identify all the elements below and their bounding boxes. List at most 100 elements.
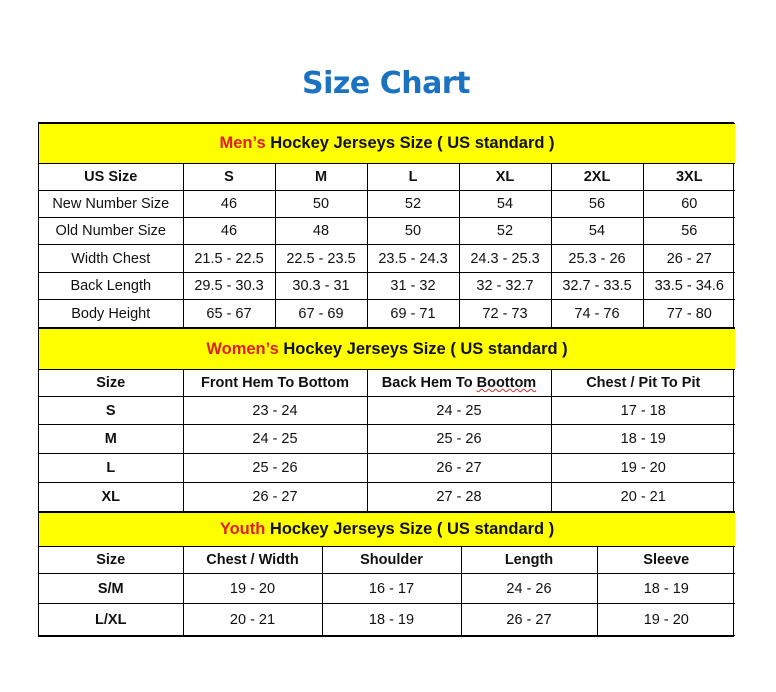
- women-size-table: Women’s Hockey Jerseys Size ( US standar…: [39, 328, 736, 512]
- table-cell: 26 - 27: [460, 603, 598, 636]
- table-cell: 21.5 - 22.5: [182, 244, 276, 273]
- table-cell: 19 - 20: [550, 453, 736, 483]
- table-row: L 25 - 26 26 - 27 19 - 20: [39, 453, 736, 483]
- table-cell: 77 - 80: [642, 299, 736, 328]
- table-cell: 25.3 - 26: [550, 244, 644, 273]
- column-header: Shoulder: [321, 546, 462, 574]
- table-cell: 22.5 - 23.5: [274, 244, 368, 273]
- section-title-lead: Women’s: [206, 339, 279, 358]
- table-cell: 18 - 19: [550, 424, 736, 454]
- table-cell: 56: [550, 190, 644, 218]
- row-label: Old Number Size: [39, 217, 184, 245]
- table-cell: 50: [274, 190, 368, 218]
- column-header-label: 3XL: [675, 169, 703, 185]
- table-cell: 17 - 18: [550, 396, 736, 425]
- table-cell: 19 - 20: [182, 573, 323, 604]
- row-label: Body Height: [39, 299, 184, 328]
- table-cell: 54: [550, 217, 644, 245]
- table-cell: 52: [458, 217, 552, 245]
- row-label: L: [39, 453, 184, 483]
- column-header-label: XL: [495, 169, 515, 185]
- table-cell: 46: [182, 217, 276, 245]
- table-row: L/XL 20 - 21 18 - 19 26 - 27 19 - 20: [39, 603, 736, 636]
- men-size-table: Men’s Hockey Jerseys Size ( US standard …: [39, 123, 736, 328]
- table-cell: 18 - 19: [321, 603, 462, 636]
- section-title-rest: Hockey Jerseys Size ( US standard ): [265, 520, 555, 538]
- row-label: S: [39, 396, 184, 425]
- row-label: XL: [39, 482, 184, 512]
- section-title-rest: Hockey Jerseys Size ( US standard ): [278, 339, 568, 358]
- column-header: Size: [39, 369, 184, 397]
- table-cell: 24 - 26: [460, 573, 598, 604]
- table-cell: 18 - 19: [596, 573, 736, 604]
- table-cell: 33.5 - 34.6: [642, 272, 736, 300]
- row-label: New Number Size: [39, 190, 184, 218]
- table-cell: 26 - 27: [182, 482, 368, 512]
- column-header-label: Front Hem To Bottom: [201, 375, 349, 391]
- table-cell: 32.7 - 33.5: [550, 272, 644, 300]
- column-header-label: 2XL: [583, 169, 611, 185]
- table-cell: 20 - 21: [182, 603, 323, 636]
- table-cell: 60: [642, 190, 736, 218]
- table-cell: 65 - 67: [182, 299, 276, 328]
- header-row: US Size S M L XL 2XL 3XL: [39, 163, 736, 191]
- women-section-title: Women’s Hockey Jerseys Size ( US standar…: [39, 328, 736, 370]
- table-cell: 20 - 21: [550, 482, 736, 512]
- youth-section-title: Youth Hockey Jerseys Size ( US standard …: [39, 512, 736, 547]
- table-cell: 50: [366, 217, 460, 245]
- column-header: Chest / Pit To Pit: [550, 369, 736, 397]
- header-row: Size Chest / Width Shoulder Length Sleeve: [39, 546, 736, 574]
- table-cell: 16 - 17: [321, 573, 462, 604]
- section-title-rest: Hockey Jerseys Size ( US standard ): [265, 134, 555, 152]
- size-chart: Men’s Hockey Jerseys Size ( US standard …: [38, 122, 736, 637]
- table-cell: 30.3 - 31: [274, 272, 368, 300]
- column-header: US Size: [39, 163, 184, 191]
- men-section-title: Men’s Hockey Jerseys Size ( US standard …: [39, 123, 736, 164]
- column-header: 2XL: [550, 163, 644, 191]
- column-header-label: Chest / Pit To Pit: [586, 375, 701, 391]
- row-label: S/M: [39, 573, 184, 604]
- row-label: Back Length: [39, 272, 184, 300]
- page-title: Size Chart: [302, 66, 470, 101]
- column-header: 3XL: [642, 163, 736, 191]
- column-header: Chest / Width: [182, 546, 323, 574]
- table-cell: 26 - 27: [642, 244, 736, 273]
- column-header-label: Back Hem To: [381, 375, 477, 391]
- column-header-label: Size: [96, 375, 126, 391]
- table-row: S/M 19 - 20 16 - 17 24 - 26 18 - 19: [39, 573, 736, 604]
- column-header: Back Hem To Boottom: [366, 369, 552, 397]
- table-cell: 25 - 26: [366, 424, 552, 454]
- column-header: L: [366, 163, 460, 191]
- table-cell: 23 - 24: [182, 396, 368, 425]
- table-row: XL 26 - 27 27 - 28 20 - 21: [39, 482, 736, 512]
- table-row: Width Chest 21.5 - 22.5 22.5 - 23.5 23.5 - …: [39, 244, 736, 273]
- table-cell: 19 - 20: [596, 603, 736, 636]
- table-row: M 24 - 25 25 - 26 18 - 19: [39, 424, 736, 454]
- column-header-label: US Size: [84, 169, 138, 185]
- table-cell: 54: [458, 190, 552, 218]
- column-header: XL: [458, 163, 552, 191]
- row-label: L/XL: [39, 603, 184, 636]
- table-cell: 27 - 28: [366, 482, 552, 512]
- section-title-lead: Men’s: [219, 134, 266, 152]
- row-label: Width Chest: [39, 244, 184, 273]
- table-cell: 32 - 32.7: [458, 272, 552, 300]
- column-header: Sleeve: [596, 546, 736, 574]
- column-header-label: Shoulder: [360, 552, 423, 568]
- column-header: S: [182, 163, 276, 191]
- table-cell: 31 - 32: [366, 272, 460, 300]
- row-label: M: [39, 424, 184, 454]
- column-header-label: Chest / Width: [206, 552, 299, 568]
- column-header: Length: [460, 546, 598, 574]
- column-header-label: S: [224, 169, 234, 185]
- column-header-label: Size: [96, 552, 126, 568]
- table-row: Back Length 29.5 - 30.3 30.3 - 31 31 - 32 32…: [39, 272, 736, 300]
- table-cell: 69 - 71: [366, 299, 460, 328]
- table-cell: 46: [182, 190, 276, 218]
- column-header-label: M: [314, 169, 328, 185]
- table-cell: 48: [274, 217, 368, 245]
- column-header-label: Sleeve: [643, 552, 690, 568]
- section-title-lead: Youth: [219, 520, 266, 538]
- header-row: Size Front Hem To Bottom Back Hem To Boott…: [39, 369, 736, 397]
- youth-size-table: Youth Hockey Jerseys Size ( US standard …: [39, 512, 736, 636]
